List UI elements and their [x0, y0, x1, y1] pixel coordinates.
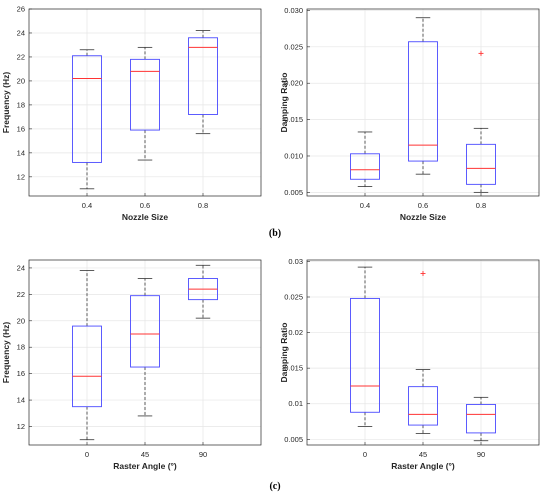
y-tick-label: 0.02	[288, 328, 303, 337]
y-tick-label: 14	[17, 148, 25, 157]
y-axis-title: Frequency (Hz)	[1, 322, 11, 384]
box-0.6	[408, 17, 438, 175]
y-tick-label: 0.005	[284, 188, 303, 197]
y-tick-label: 0.01	[288, 399, 303, 408]
y-tick-label: 0.03	[288, 257, 303, 266]
iqr-box	[408, 386, 438, 426]
iqr-box	[466, 403, 496, 434]
outlier-marker	[420, 271, 426, 277]
y-tick-label: 0.015	[284, 364, 303, 373]
chart-frequency-by-nozzle-size: 12 14 16 18 20 22 24 26 0.4 0.6 0.8 Nozzle Size Freq…	[1, 5, 262, 222]
y-tick-label: 20	[17, 316, 25, 325]
chart-damping-by-nozzle-size: 0.005 0.010 0.015 0.020 0.025 0.030 0.4 0.6 0.8 N…	[279, 6, 540, 222]
x-axis-title: Raster Angle (°)	[391, 461, 455, 471]
y-axis-title: Damping Ratio	[279, 323, 289, 383]
iqr-box	[350, 297, 380, 413]
iqr-box	[72, 55, 102, 163]
y-tick-label: 18	[17, 343, 25, 352]
iqr-box	[466, 143, 496, 185]
axes-frame	[306, 259, 540, 446]
box-0.8	[188, 30, 218, 135]
y-tick-label: 22	[17, 290, 25, 299]
box-45	[130, 278, 160, 417]
box-45	[408, 271, 438, 435]
y-tick-label: 0.010	[284, 151, 303, 160]
box-0	[72, 270, 102, 441]
x-tick-label: 0.8	[198, 201, 208, 210]
x-tick-label: 0.8	[476, 201, 486, 210]
box-0.4	[72, 49, 102, 190]
x-tick-label: 0.4	[360, 201, 370, 210]
y-axis-title: Frequency (Hz)	[1, 72, 11, 134]
y-tick-label: 26	[17, 5, 25, 14]
iqr-box	[408, 41, 438, 162]
y-tick-label: 20	[17, 76, 25, 85]
box-0.4	[350, 131, 380, 187]
y-tick-label: 22	[17, 52, 25, 61]
iqr-box	[350, 153, 380, 180]
x-tick-label: 90	[477, 450, 485, 459]
chart-damping-by-raster-angle: 0.005 0.01 0.015 0.02 0.025 0.03 0 45 90 Raster A…	[279, 257, 540, 471]
panel-label-b: (b)	[269, 228, 281, 239]
x-axis-title: Raster Angle (°)	[113, 461, 177, 471]
y-tick-label: 0.015	[284, 115, 303, 124]
iqr-box	[130, 58, 160, 131]
box-0	[350, 266, 380, 427]
box-0.8	[466, 50, 496, 193]
chart-frequency-by-raster-angle: 12 14 16 18 20 22 24 0 45 90 Raster Angle (°) Frequ…	[1, 259, 262, 471]
y-tick-label: 14	[17, 396, 25, 405]
x-tick-label: 0	[363, 450, 367, 459]
x-tick-label: 0.6	[140, 201, 150, 210]
x-tick-label: 0.6	[418, 201, 428, 210]
box-90	[188, 264, 218, 319]
y-tick-label: 0.020	[284, 79, 303, 88]
x-tick-label: 0	[85, 450, 89, 459]
x-axis-title: Nozzle Size	[400, 212, 447, 222]
axes-frame	[28, 8, 262, 197]
y-axis-title: Damping Ratio	[279, 73, 289, 133]
box-0.6	[130, 46, 160, 161]
box-90	[466, 396, 496, 442]
y-tick-label: 12	[17, 422, 25, 431]
x-tick-label: 45	[419, 450, 427, 459]
axes-frame	[28, 259, 262, 446]
y-tick-label: 24	[17, 28, 25, 37]
y-tick-label: 0.025	[284, 42, 303, 51]
y-tick-label: 0.025	[284, 293, 303, 302]
panel-label-c: (c)	[269, 481, 280, 492]
y-tick-label: 24	[17, 263, 25, 272]
y-tick-label: 16	[17, 124, 25, 133]
axes-frame	[306, 8, 540, 197]
iqr-box	[130, 295, 160, 368]
x-tick-label: 45	[141, 450, 149, 459]
y-tick-label: 0.005	[284, 435, 303, 444]
y-tick-label: 18	[17, 100, 25, 109]
x-tick-label: 90	[199, 450, 207, 459]
outlier-marker	[478, 50, 484, 56]
x-axis-title: Nozzle Size	[122, 212, 169, 222]
y-tick-label: 0.030	[284, 6, 303, 15]
iqr-box	[188, 37, 218, 115]
y-tick-label: 12	[17, 172, 25, 181]
iqr-box	[72, 325, 102, 408]
y-tick-label: 16	[17, 369, 25, 378]
x-tick-label: 0.4	[82, 201, 92, 210]
